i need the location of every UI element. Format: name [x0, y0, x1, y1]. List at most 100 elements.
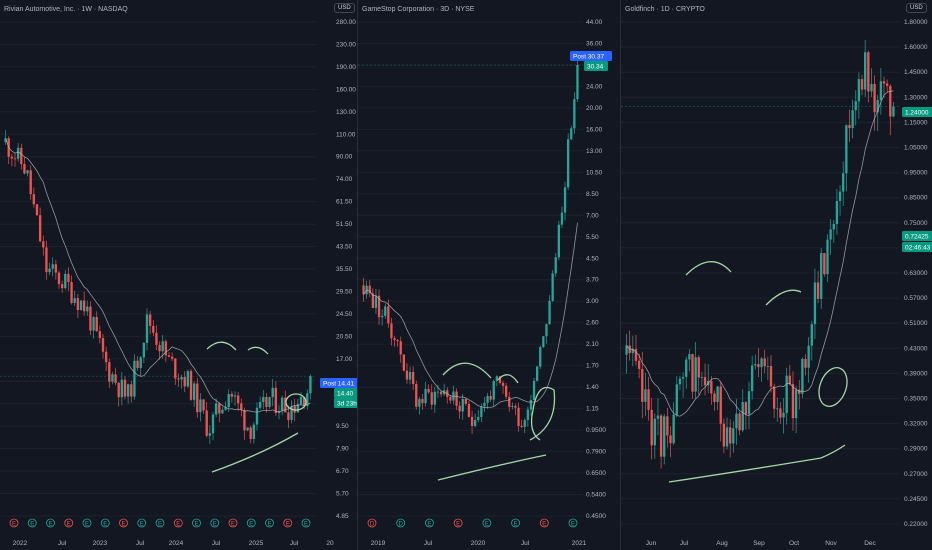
- candle-body: [455, 391, 458, 406]
- candle-body: [35, 204, 39, 216]
- candle-body: [104, 351, 108, 363]
- trendline-drawing: [211, 432, 299, 473]
- candle-body: [551, 273, 554, 301]
- candle-body: [650, 409, 653, 446]
- candle-body: [489, 395, 492, 400]
- event-marker: [283, 518, 293, 528]
- goldfinch-chart-svg[interactable]: 1.80000 1.60000 1.45000 1.30000 1.15000 1.050…: [621, 0, 932, 550]
- event-marker-label: E: [48, 521, 52, 527]
- chart-panel-goldfinch[interactable]: 1.80000 1.60000 1.45000 1.30000 1.15000 1.050…: [621, 0, 932, 550]
- candle-body: [637, 360, 641, 369]
- candle-body: [13, 158, 17, 160]
- candle-body: [536, 366, 539, 381]
- candle-body: [854, 101, 857, 111]
- candle-body: [161, 341, 164, 352]
- candle-body: [79, 300, 83, 311]
- y-tick-label: 110.00: [336, 131, 356, 138]
- y-tick-label: 130.00: [336, 109, 356, 116]
- chart-panel-rivian[interactable]: 280.00 230.00 190.00 160.00 130.00 110.00 90.0…: [0, 0, 357, 550]
- event-marker: [228, 518, 238, 528]
- candle-body: [816, 282, 820, 299]
- candle-body: [208, 433, 212, 436]
- candle-body: [842, 173, 845, 192]
- panel-divider[interactable]: [357, 0, 358, 550]
- candle-body: [32, 194, 36, 205]
- candle-body: [284, 397, 287, 413]
- candle-body: [492, 380, 495, 400]
- y-tick-label: 35.50: [336, 266, 353, 273]
- candle-body: [857, 79, 861, 102]
- y-tick-label: 3.00: [586, 298, 599, 305]
- candle-body: [436, 391, 440, 393]
- candle-body: [691, 354, 694, 392]
- candle-body: [685, 359, 688, 377]
- candle-body: [529, 400, 533, 410]
- candle-body: [754, 364, 757, 366]
- candle-body: [885, 83, 889, 86]
- candle-body: [729, 427, 732, 444]
- currency-button[interactable]: USD: [906, 3, 927, 13]
- candle-body: [653, 418, 656, 446]
- y-tick-label: 7.00: [586, 212, 599, 219]
- panel-divider[interactable]: [620, 0, 621, 550]
- arc-drawing: [247, 346, 269, 355]
- candle-body: [108, 362, 111, 382]
- event-marker: [155, 518, 165, 528]
- candle-body: [716, 386, 719, 402]
- candle-body: [418, 398, 421, 407]
- x-tick-label: 2021: [572, 540, 587, 547]
- candle-body: [10, 156, 14, 159]
- rivian-chart-svg[interactable]: 280.00 230.00 190.00 160.00 130.00 110.00 90.0…: [0, 0, 357, 550]
- price-tag-label: 02:46:43: [905, 244, 931, 251]
- y-tick-label: 280.00: [336, 19, 356, 26]
- candle-body: [362, 285, 365, 295]
- candle-body: [405, 370, 409, 380]
- y-tick-label: 0.85000: [904, 195, 928, 202]
- candle-body: [268, 397, 271, 407]
- candle-body: [136, 360, 139, 369]
- candle-body: [306, 393, 309, 406]
- candle-body: [377, 295, 381, 318]
- y-tick-label: 1.05000: [904, 145, 928, 152]
- candle-body: [233, 395, 237, 397]
- candle-body: [180, 377, 183, 380]
- candle-body: [54, 264, 58, 273]
- price-tag-label: 14.40: [337, 390, 354, 397]
- circle-drawing: [285, 393, 307, 411]
- event-marker-label: E: [121, 521, 125, 527]
- candle-body: [433, 391, 436, 405]
- candle-body: [236, 395, 240, 404]
- candle-body: [196, 383, 199, 413]
- moving-average-line: [363, 222, 578, 409]
- candle-body: [688, 354, 691, 360]
- panel-title: Goldfinch · 1D · CRYPTO: [625, 6, 705, 13]
- candle-body: [82, 300, 86, 312]
- y-tick-label: 9.50: [336, 423, 349, 430]
- candle-body: [120, 379, 124, 398]
- candle-body: [763, 358, 766, 367]
- arc-drawing: [765, 289, 802, 306]
- candle-body: [672, 414, 675, 444]
- candle-body: [189, 371, 193, 400]
- event-marker: [246, 518, 256, 528]
- currency-button[interactable]: USD: [334, 3, 355, 13]
- candle-body: [439, 391, 443, 395]
- y-tick-label: 1.15000: [904, 119, 928, 126]
- candle-body: [211, 414, 215, 434]
- candle-body: [526, 409, 529, 421]
- event-marker-label: E: [231, 521, 235, 527]
- event-marker: [539, 518, 549, 528]
- candle-body: [449, 397, 452, 401]
- candle-body: [415, 384, 418, 407]
- candle-body: [458, 405, 461, 412]
- chart-panel-gamestop[interactable]: 44.0036.0030.0024.0020.0016.0013.0010.50…: [358, 0, 620, 550]
- gamestop-chart-svg[interactable]: 44.0036.0030.0024.0020.0016.0013.0010.50…: [358, 0, 620, 550]
- event-marker-label: E: [103, 521, 107, 527]
- y-tick-label: 160.00: [336, 86, 356, 93]
- event-marker-label: E: [514, 521, 518, 527]
- candle-body: [838, 191, 842, 201]
- candle-body: [293, 406, 296, 413]
- candle-body: [807, 345, 810, 368]
- event-marker-label: E: [249, 521, 253, 527]
- candle-body: [152, 325, 155, 333]
